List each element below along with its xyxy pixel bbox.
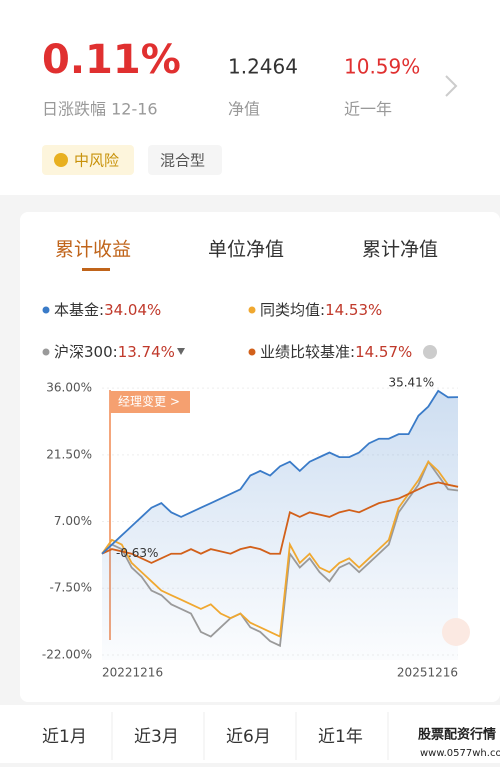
x-tick-label: 20221216 (102, 666, 163, 680)
manager-change-label: 经理变更 > (118, 394, 180, 409)
y-tick-label: 7.00% (54, 514, 92, 528)
tab[interactable]: 单位净值 (208, 239, 284, 261)
risk-tag (42, 145, 134, 175)
legend-value: 14.53% (325, 301, 382, 319)
range-button[interactable]: 近1年 (318, 727, 363, 747)
range-button[interactable]: 近1月 (42, 727, 87, 747)
change-label: 日涨跌幅 12-16 (42, 100, 158, 119)
risk-text: 中风险 (74, 152, 119, 170)
series-line (101, 460, 459, 638)
legend-label: 同类均值:14.53% (260, 301, 382, 319)
change: 0.11% (42, 37, 181, 83)
tab-active[interactable]: 累计收益 (55, 239, 131, 261)
legend-dot (42, 348, 50, 356)
year-label: 近一年 (344, 100, 392, 119)
area (102, 390, 458, 660)
series-line (101, 459, 459, 648)
legend-dot (248, 348, 256, 356)
range-button[interactable]: 近3月 (134, 727, 179, 747)
expand-icon (442, 618, 470, 646)
legend-dot (42, 306, 50, 314)
y-tick-label: 21.50% (46, 447, 92, 461)
type-tag (148, 145, 222, 175)
help-icon (423, 345, 437, 359)
legend-name: 沪深300 (54, 343, 113, 361)
legend-value: 14.57% (355, 343, 412, 361)
legend-label: 沪深300:13.74% (54, 343, 175, 361)
legend-name: 业绩比较基准 (260, 343, 350, 361)
min-annotation: -0.63% (116, 546, 158, 560)
arrow-icon[interactable] (445, 75, 458, 97)
x-tick-label: 20251216 (397, 666, 458, 680)
legend-name: 同类均值 (260, 301, 320, 319)
tab[interactable]: 累计净值 (362, 239, 438, 261)
y-tick-label: -22.00% (42, 647, 92, 661)
series-line (101, 481, 459, 564)
nav: 1.2464 (228, 55, 298, 79)
watermark-title: 股票配资行情 (418, 727, 496, 743)
range-button[interactable]: 近6月 (226, 727, 271, 747)
nav-label: 净值 (228, 100, 260, 119)
year-return: 10.59% (344, 55, 420, 79)
series-line (101, 389, 459, 555)
risk-icon (54, 153, 68, 167)
max-annotation: 35.41% (388, 375, 434, 389)
watermark-url: www.0577wh.com (420, 748, 500, 759)
legend-value: 13.74% (118, 343, 175, 361)
legend-label: 本基金:34.04% (54, 301, 161, 319)
legend-dot (248, 306, 256, 314)
type-text: 混合型 (160, 152, 205, 170)
legend-label: 业绩比较基准:14.57% (260, 343, 412, 361)
tab-underline (82, 268, 110, 271)
y-tick-label: -7.50% (50, 581, 92, 595)
watermark-bg (390, 722, 500, 763)
legend-name: 本基金 (54, 301, 99, 319)
manager-change-box (110, 391, 190, 413)
y-tick-label: 36.00% (46, 381, 92, 395)
legend-value: 34.04% (104, 301, 161, 319)
dropdown-icon (177, 348, 185, 355)
